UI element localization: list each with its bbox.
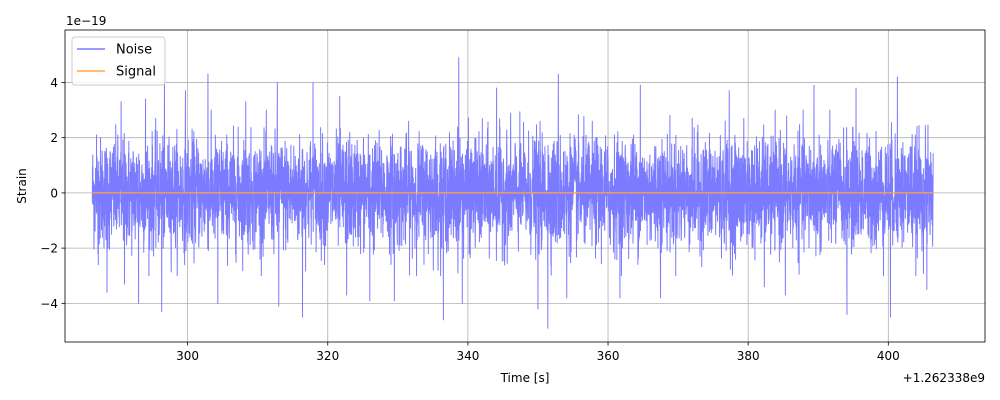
y-scale-factor: 1e−19 <box>66 14 106 28</box>
axes-frame <box>64 29 986 343</box>
x-tick-label: 400 <box>877 349 900 363</box>
x-offset-label: +1.262338e9 <box>903 371 985 385</box>
y-axis-ticks: −4 −2 0 2 4 <box>40 76 65 311</box>
y-tick-label: 0 <box>50 186 58 200</box>
legend-label-signal: Signal <box>116 65 156 80</box>
x-tick-label: 380 <box>737 349 760 363</box>
y-tick-label: 4 <box>50 76 58 90</box>
x-axis-title: Time [s] <box>500 371 550 385</box>
x-tick-label: 300 <box>176 349 199 363</box>
legend: Noise Signal <box>71 36 166 86</box>
y-scale-label: 1e−19 <box>66 14 106 28</box>
y-tick-label: −4 <box>40 297 58 311</box>
legend-label-noise: Noise <box>116 43 152 58</box>
y-tick-label: 2 <box>50 131 58 145</box>
x-axis-ticks: 300 320 340 360 380 400 <box>176 342 900 363</box>
y-axis-title: Strain <box>15 168 29 204</box>
plot-area <box>91 57 934 329</box>
x-tick-label: 320 <box>316 349 339 363</box>
y-tick-label: −2 <box>40 242 58 256</box>
x-tick-label: 360 <box>597 349 620 363</box>
x-tick-label: 340 <box>456 349 479 363</box>
noise-series-line <box>91 57 934 329</box>
